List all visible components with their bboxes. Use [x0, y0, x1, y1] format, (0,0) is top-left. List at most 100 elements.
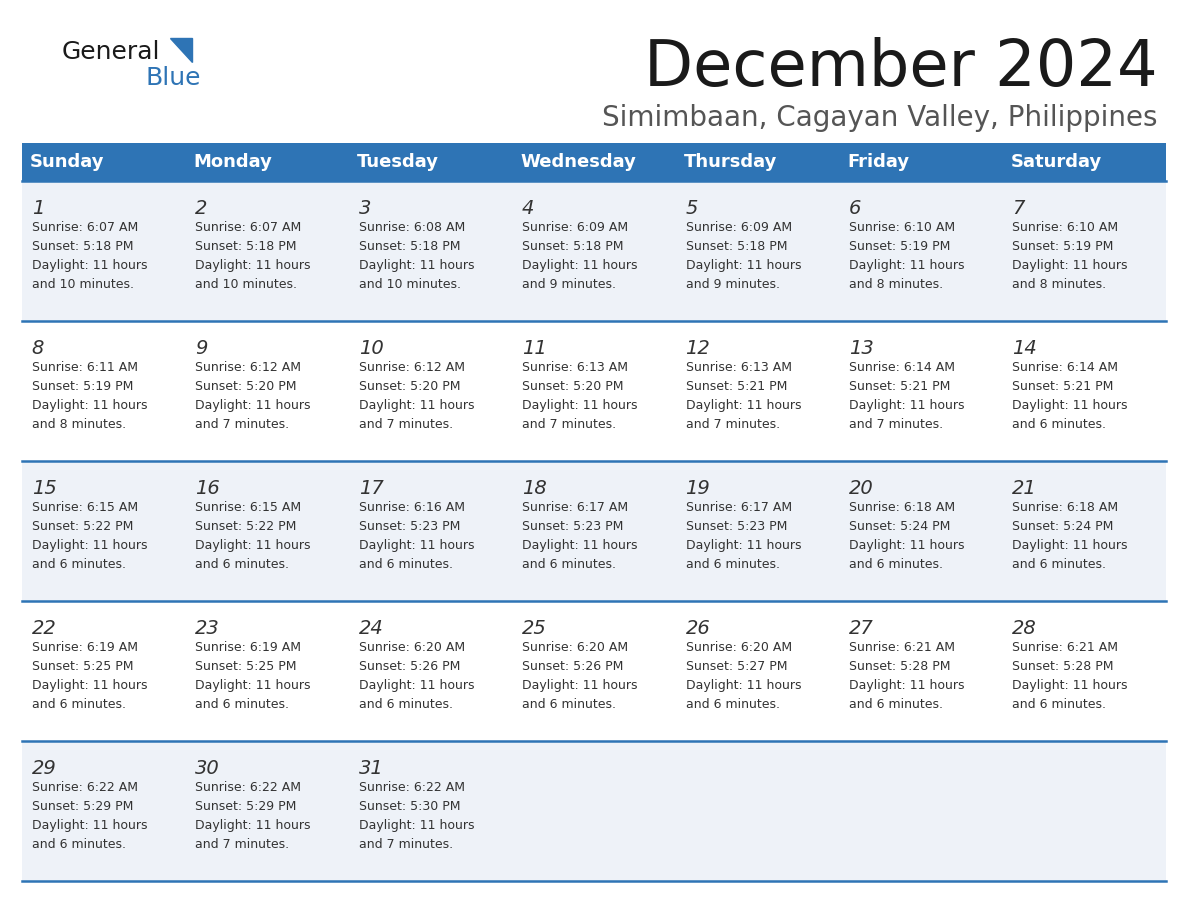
Text: 13: 13 [849, 339, 873, 358]
Text: General: General [62, 40, 160, 64]
Text: Sunrise: 6:14 AM: Sunrise: 6:14 AM [849, 361, 955, 374]
Text: Sunset: 5:18 PM: Sunset: 5:18 PM [685, 240, 786, 253]
Text: Sunrise: 6:11 AM: Sunrise: 6:11 AM [32, 361, 138, 374]
Text: Sunrise: 6:21 AM: Sunrise: 6:21 AM [1012, 641, 1118, 654]
Text: Daylight: 11 hours: Daylight: 11 hours [359, 819, 474, 832]
Text: 6: 6 [849, 199, 861, 218]
Text: Sunrise: 6:19 AM: Sunrise: 6:19 AM [32, 641, 138, 654]
Text: Sunday: Sunday [30, 153, 105, 171]
Text: and 6 minutes.: and 6 minutes. [32, 558, 126, 571]
Text: 20: 20 [849, 479, 873, 498]
Text: Daylight: 11 hours: Daylight: 11 hours [1012, 539, 1127, 552]
Text: Sunrise: 6:10 AM: Sunrise: 6:10 AM [849, 221, 955, 234]
Text: and 10 minutes.: and 10 minutes. [359, 278, 461, 291]
Text: 11: 11 [522, 339, 546, 358]
Text: and 10 minutes.: and 10 minutes. [195, 278, 297, 291]
Text: 24: 24 [359, 619, 384, 638]
Text: Sunrise: 6:20 AM: Sunrise: 6:20 AM [359, 641, 465, 654]
Text: and 8 minutes.: and 8 minutes. [32, 418, 126, 431]
Text: and 9 minutes.: and 9 minutes. [685, 278, 779, 291]
Text: and 7 minutes.: and 7 minutes. [359, 838, 453, 851]
Text: Sunrise: 6:18 AM: Sunrise: 6:18 AM [1012, 501, 1119, 514]
Text: Sunrise: 6:18 AM: Sunrise: 6:18 AM [849, 501, 955, 514]
Text: and 7 minutes.: and 7 minutes. [685, 418, 779, 431]
Text: and 7 minutes.: and 7 minutes. [195, 418, 290, 431]
Text: Sunrise: 6:12 AM: Sunrise: 6:12 AM [195, 361, 302, 374]
Text: and 7 minutes.: and 7 minutes. [359, 418, 453, 431]
Text: and 6 minutes.: and 6 minutes. [685, 698, 779, 711]
Text: 19: 19 [685, 479, 710, 498]
Text: Sunset: 5:29 PM: Sunset: 5:29 PM [195, 800, 297, 813]
Text: Friday: Friday [847, 153, 910, 171]
Text: 28: 28 [1012, 619, 1037, 638]
Text: Sunset: 5:25 PM: Sunset: 5:25 PM [32, 660, 133, 673]
Text: Sunset: 5:25 PM: Sunset: 5:25 PM [195, 660, 297, 673]
Text: Sunset: 5:23 PM: Sunset: 5:23 PM [522, 520, 624, 533]
Text: 17: 17 [359, 479, 384, 498]
Text: 30: 30 [195, 759, 220, 778]
Text: Sunrise: 6:20 AM: Sunrise: 6:20 AM [685, 641, 791, 654]
Text: Sunrise: 6:07 AM: Sunrise: 6:07 AM [195, 221, 302, 234]
Text: Sunrise: 6:15 AM: Sunrise: 6:15 AM [195, 501, 302, 514]
Text: 2: 2 [195, 199, 208, 218]
Text: Sunrise: 6:14 AM: Sunrise: 6:14 AM [1012, 361, 1118, 374]
Text: 3: 3 [359, 199, 371, 218]
Text: Sunset: 5:18 PM: Sunset: 5:18 PM [195, 240, 297, 253]
Text: Sunrise: 6:13 AM: Sunrise: 6:13 AM [522, 361, 628, 374]
Text: and 10 minutes.: and 10 minutes. [32, 278, 134, 291]
Text: 7: 7 [1012, 199, 1025, 218]
Text: Sunset: 5:28 PM: Sunset: 5:28 PM [849, 660, 950, 673]
Text: Sunset: 5:21 PM: Sunset: 5:21 PM [1012, 380, 1114, 393]
Text: Sunset: 5:29 PM: Sunset: 5:29 PM [32, 800, 133, 813]
Text: Daylight: 11 hours: Daylight: 11 hours [32, 399, 147, 412]
Text: Sunset: 5:23 PM: Sunset: 5:23 PM [685, 520, 786, 533]
Text: 14: 14 [1012, 339, 1037, 358]
Text: and 9 minutes.: and 9 minutes. [522, 278, 617, 291]
Text: Sunset: 5:26 PM: Sunset: 5:26 PM [522, 660, 624, 673]
Bar [23, 461, 1165, 601]
Text: and 6 minutes.: and 6 minutes. [195, 558, 289, 571]
Bar [23, 741, 1165, 881]
Text: Sunrise: 6:22 AM: Sunrise: 6:22 AM [195, 781, 302, 794]
Text: Sunset: 5:20 PM: Sunset: 5:20 PM [522, 380, 624, 393]
Text: Daylight: 11 hours: Daylight: 11 hours [522, 539, 638, 552]
Text: Sunrise: 6:17 AM: Sunrise: 6:17 AM [522, 501, 628, 514]
Text: Sunset: 5:27 PM: Sunset: 5:27 PM [685, 660, 786, 673]
Text: December 2024: December 2024 [644, 37, 1158, 99]
Text: Sunset: 5:22 PM: Sunset: 5:22 PM [195, 520, 297, 533]
Bar [23, 143, 1165, 181]
Text: 26: 26 [685, 619, 710, 638]
Text: and 6 minutes.: and 6 minutes. [522, 698, 617, 711]
Text: Sunset: 5:20 PM: Sunset: 5:20 PM [359, 380, 460, 393]
Text: Sunset: 5:18 PM: Sunset: 5:18 PM [32, 240, 133, 253]
Text: Sunrise: 6:15 AM: Sunrise: 6:15 AM [32, 501, 138, 514]
Text: Sunset: 5:20 PM: Sunset: 5:20 PM [195, 380, 297, 393]
Text: Sunset: 5:21 PM: Sunset: 5:21 PM [685, 380, 786, 393]
Text: Daylight: 11 hours: Daylight: 11 hours [32, 679, 147, 692]
Text: Daylight: 11 hours: Daylight: 11 hours [849, 679, 965, 692]
Text: Sunrise: 6:16 AM: Sunrise: 6:16 AM [359, 501, 465, 514]
Text: and 6 minutes.: and 6 minutes. [32, 838, 126, 851]
Text: Thursday: Thursday [684, 153, 777, 171]
Text: Daylight: 11 hours: Daylight: 11 hours [849, 259, 965, 272]
Text: and 6 minutes.: and 6 minutes. [1012, 418, 1106, 431]
Text: Daylight: 11 hours: Daylight: 11 hours [195, 679, 311, 692]
Text: 4: 4 [522, 199, 535, 218]
Text: Daylight: 11 hours: Daylight: 11 hours [685, 259, 801, 272]
Text: Sunrise: 6:10 AM: Sunrise: 6:10 AM [1012, 221, 1119, 234]
Text: Sunrise: 6:09 AM: Sunrise: 6:09 AM [685, 221, 791, 234]
Text: Wednesday: Wednesday [520, 153, 637, 171]
Text: Daylight: 11 hours: Daylight: 11 hours [685, 539, 801, 552]
Text: Sunset: 5:24 PM: Sunset: 5:24 PM [1012, 520, 1114, 533]
Text: Blue: Blue [146, 66, 202, 90]
Text: Daylight: 11 hours: Daylight: 11 hours [32, 539, 147, 552]
Text: Daylight: 11 hours: Daylight: 11 hours [195, 399, 311, 412]
Text: 25: 25 [522, 619, 546, 638]
Text: 21: 21 [1012, 479, 1037, 498]
Text: and 6 minutes.: and 6 minutes. [195, 698, 289, 711]
Text: Sunset: 5:24 PM: Sunset: 5:24 PM [849, 520, 950, 533]
Text: 29: 29 [32, 759, 57, 778]
Text: Daylight: 11 hours: Daylight: 11 hours [1012, 679, 1127, 692]
Text: and 7 minutes.: and 7 minutes. [195, 838, 290, 851]
Text: 12: 12 [685, 339, 710, 358]
